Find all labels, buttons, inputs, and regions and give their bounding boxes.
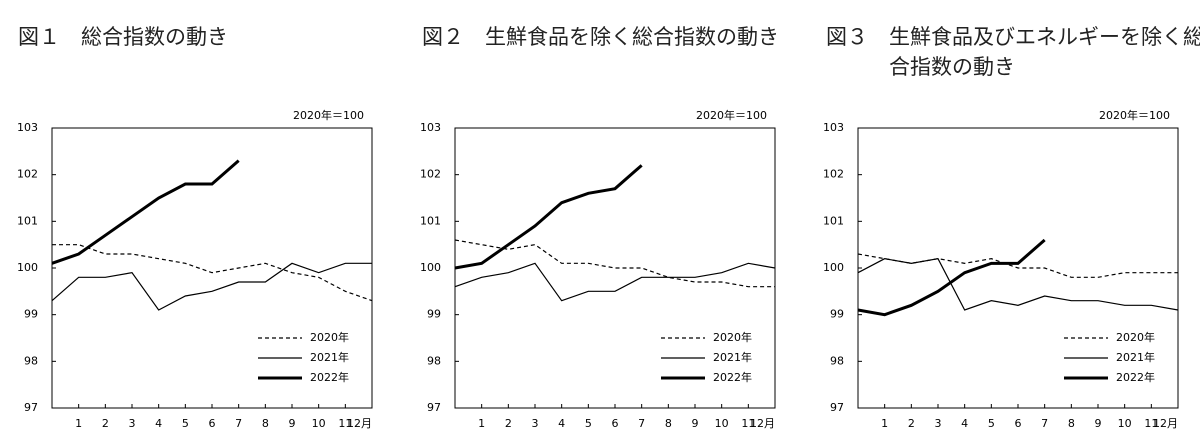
x-tick-label: 1 — [75, 417, 82, 430]
unit-label: 2020年＝100 — [696, 108, 767, 122]
x-tick-label: 4 — [558, 417, 565, 430]
y-tick-label: 97 — [24, 401, 38, 414]
y-tick-label: 102 — [823, 168, 844, 181]
unit-label: 2020年＝100 — [293, 108, 364, 122]
line-series — [454, 262, 776, 302]
y-tick-label: 97 — [427, 401, 441, 414]
x-tick-label: 7 — [235, 417, 242, 430]
x-tick-label: 5 — [182, 417, 189, 430]
y-tick-label: 100 — [420, 261, 441, 274]
plot-frame — [51, 127, 373, 409]
legend-label: 2020年 — [310, 330, 349, 344]
x-tick-label: 8 — [665, 417, 672, 430]
chart-title: 図２ 生鮮食品を除く総合指数の動き — [422, 25, 779, 49]
y-tick-label: 98 — [24, 354, 38, 367]
y-tick-label: 99 — [24, 308, 38, 321]
line-series — [454, 239, 775, 288]
x-tick-label: 6 — [1015, 417, 1022, 430]
x-tick-label: 8 — [1068, 417, 1075, 430]
y-tick-label: 101 — [823, 214, 844, 227]
x-tick-label: 11 — [741, 417, 755, 430]
line-series — [52, 244, 373, 302]
legend-label: 2021年 — [1116, 350, 1155, 364]
y-tick-label: 99 — [830, 308, 844, 321]
legend-label: 2022年 — [1116, 370, 1155, 384]
line-series — [857, 253, 1178, 278]
legend-label: 2021年 — [310, 350, 349, 364]
x-tick-label: 8 — [262, 417, 269, 430]
x-tick-label: 2 — [102, 417, 109, 430]
line-series — [454, 164, 643, 270]
x-tick-label: 3 — [532, 417, 539, 430]
x-tick-label: 6 — [612, 417, 619, 430]
x-tick-label: 2 — [908, 417, 915, 430]
y-tick-label: 103 — [17, 121, 38, 134]
y-tick-label: 101 — [420, 214, 441, 227]
legend-label: 2020年 — [713, 330, 752, 344]
x-tick-label: 7 — [1041, 417, 1048, 430]
x-tick-label: 9 — [692, 417, 699, 430]
y-tick-label: 100 — [17, 261, 38, 274]
x-tick-label: 10 — [1118, 417, 1132, 430]
y-tick-label: 98 — [427, 354, 441, 367]
y-tick-label: 103 — [420, 121, 441, 134]
legend-label: 2022年 — [310, 370, 349, 384]
line-series — [51, 262, 372, 311]
y-tick-label: 102 — [420, 168, 441, 181]
legend-label: 2021年 — [713, 350, 752, 364]
y-tick-label: 101 — [17, 214, 38, 227]
x-tick-label: 2 — [505, 417, 512, 430]
x-tick-label: 10 — [312, 417, 326, 430]
x-tick-label: 3 — [935, 417, 942, 430]
x-tick-label: 9 — [289, 417, 296, 430]
x-tick-label: 4 — [155, 417, 162, 430]
y-tick-label: 99 — [427, 308, 441, 321]
x-tick-label: 10 — [715, 417, 729, 430]
x-tick-label: 7 — [638, 417, 645, 430]
legend-label: 2020年 — [1116, 330, 1155, 344]
line-series — [857, 238, 1046, 317]
x-tick-label: 5 — [585, 417, 592, 430]
chart-title: 図１ 総合指数の動き — [18, 25, 228, 49]
line-series — [51, 159, 240, 265]
x-tick-label: 1 — [478, 417, 485, 430]
x-tick-label: 12月 — [347, 417, 372, 430]
plot-frame — [454, 127, 776, 409]
x-tick-label: 3 — [129, 417, 136, 430]
chart-title: 図３ 生鮮食品及びエネルギーを除く総合指数の動き — [826, 25, 1200, 79]
y-tick-label: 98 — [830, 354, 844, 367]
line-series — [857, 258, 1179, 311]
y-tick-label: 100 — [823, 261, 844, 274]
unit-label: 2020年＝100 — [1099, 108, 1170, 122]
x-tick-label: 5 — [988, 417, 995, 430]
x-tick-label: 11 — [1144, 417, 1158, 430]
x-tick-label: 11 — [338, 417, 352, 430]
y-tick-label: 103 — [823, 121, 844, 134]
x-tick-label: 9 — [1095, 417, 1102, 430]
legend-label: 2022年 — [713, 370, 752, 384]
y-tick-label: 97 — [830, 401, 844, 414]
x-tick-label: 1 — [881, 417, 888, 430]
x-tick-label: 6 — [209, 417, 216, 430]
x-tick-label: 12月 — [1153, 417, 1178, 430]
y-tick-label: 102 — [17, 168, 38, 181]
x-tick-label: 12月 — [750, 417, 775, 430]
x-tick-label: 4 — [961, 417, 968, 430]
